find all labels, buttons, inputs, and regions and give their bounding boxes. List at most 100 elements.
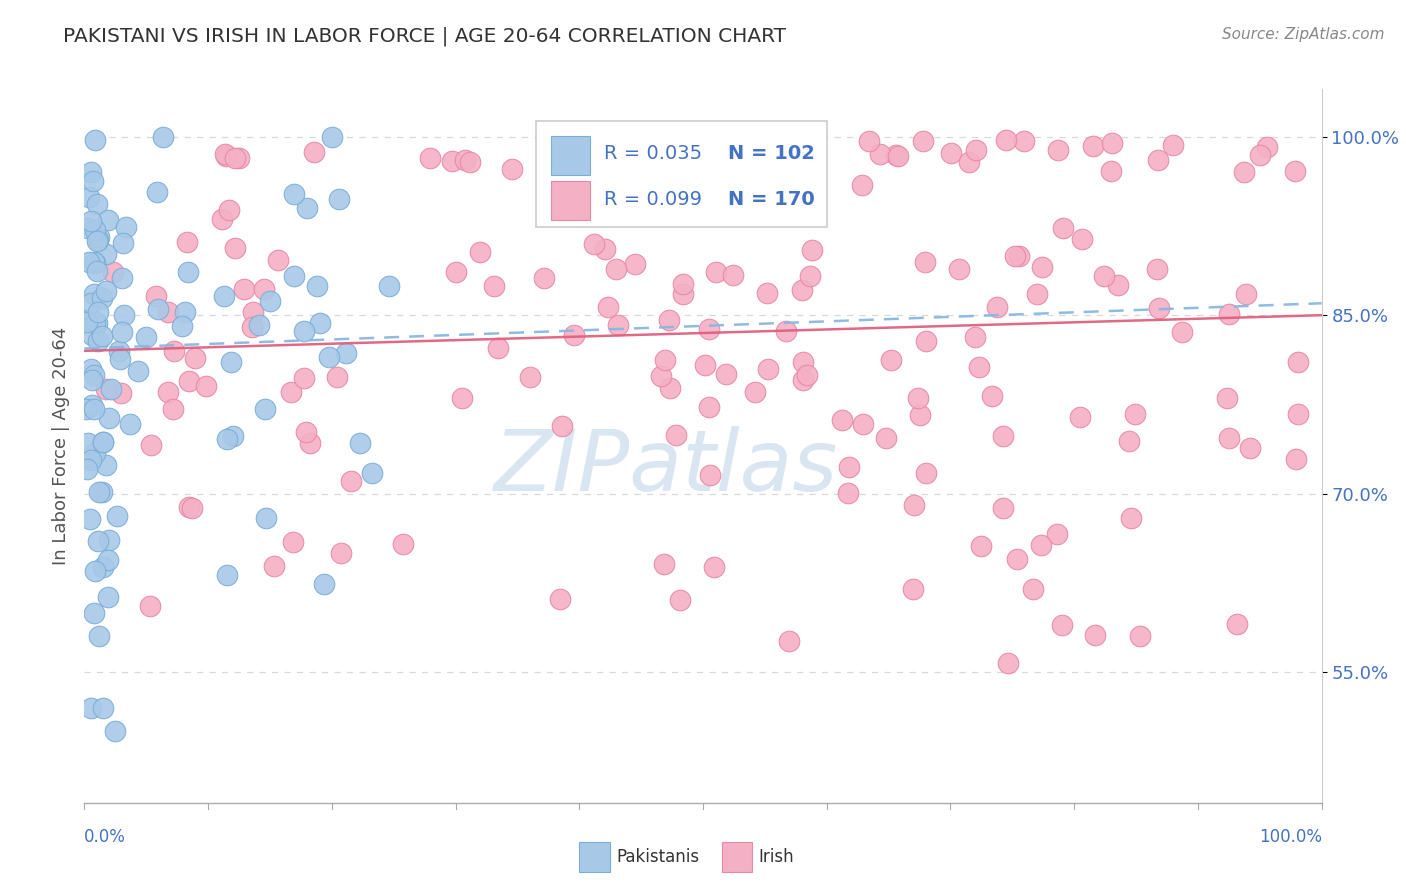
Point bbox=[170, 319, 193, 334]
Point bbox=[980, 389, 1002, 403]
Text: N = 170: N = 170 bbox=[728, 190, 814, 210]
Point bbox=[233, 282, 256, 296]
Point bbox=[593, 242, 616, 256]
Point bbox=[658, 381, 681, 395]
Point bbox=[880, 352, 903, 367]
Point bbox=[228, 151, 250, 165]
Point bbox=[115, 219, 138, 234]
Point bbox=[299, 435, 322, 450]
Point bbox=[87, 533, 110, 548]
Point bbox=[887, 149, 910, 163]
Point bbox=[219, 355, 242, 369]
Point bbox=[963, 330, 986, 344]
Text: 100.0%: 100.0% bbox=[1258, 828, 1322, 846]
Point bbox=[1099, 164, 1122, 178]
Point bbox=[501, 161, 523, 176]
Point bbox=[1119, 510, 1142, 524]
Point bbox=[163, 344, 186, 359]
Point bbox=[295, 201, 318, 215]
Point bbox=[997, 657, 1019, 671]
Point bbox=[87, 233, 110, 247]
Point bbox=[104, 724, 127, 739]
Point bbox=[1216, 392, 1239, 406]
Point bbox=[548, 591, 571, 606]
Point bbox=[458, 155, 481, 169]
Text: R = 0.099: R = 0.099 bbox=[605, 190, 702, 210]
Point bbox=[605, 261, 627, 276]
Point bbox=[994, 133, 1017, 147]
Point bbox=[851, 178, 873, 193]
Point bbox=[915, 334, 938, 348]
Point bbox=[83, 315, 105, 329]
Point bbox=[83, 133, 105, 147]
Point bbox=[218, 203, 240, 218]
Point bbox=[100, 383, 122, 397]
Point bbox=[1226, 617, 1249, 632]
Point bbox=[658, 313, 681, 327]
Point bbox=[82, 373, 104, 387]
Point bbox=[695, 358, 717, 372]
Point bbox=[831, 413, 853, 427]
Point bbox=[991, 429, 1014, 443]
Point bbox=[672, 277, 695, 291]
Point bbox=[446, 265, 468, 279]
Point bbox=[1286, 408, 1309, 422]
Point bbox=[664, 130, 686, 145]
Point bbox=[214, 146, 236, 161]
Point bbox=[84, 446, 107, 460]
Point bbox=[1092, 268, 1115, 283]
Point bbox=[683, 134, 706, 148]
Point bbox=[553, 151, 575, 165]
Point bbox=[907, 391, 929, 405]
Point bbox=[212, 288, 235, 302]
Point bbox=[519, 369, 541, 384]
Point bbox=[254, 510, 277, 524]
Point bbox=[769, 145, 792, 160]
Point bbox=[118, 417, 141, 432]
Point bbox=[177, 374, 200, 388]
Point bbox=[468, 244, 491, 259]
Point bbox=[419, 151, 441, 165]
Point bbox=[86, 316, 108, 330]
Point bbox=[908, 408, 931, 422]
Point bbox=[869, 147, 891, 161]
Point bbox=[884, 148, 907, 162]
Point bbox=[786, 152, 808, 166]
Point bbox=[157, 305, 180, 319]
Point bbox=[98, 411, 121, 425]
Point bbox=[1146, 153, 1168, 168]
Point bbox=[253, 282, 276, 296]
Point bbox=[318, 351, 340, 365]
Point bbox=[328, 192, 350, 206]
Point bbox=[1070, 232, 1092, 246]
FancyBboxPatch shape bbox=[536, 121, 827, 227]
Point bbox=[83, 606, 105, 620]
Point bbox=[75, 313, 97, 327]
Point bbox=[450, 391, 472, 405]
Point bbox=[967, 359, 990, 374]
Point bbox=[91, 328, 114, 343]
Point bbox=[110, 352, 132, 367]
Point bbox=[80, 296, 103, 310]
Point bbox=[1218, 306, 1240, 320]
Point bbox=[145, 289, 167, 303]
Point bbox=[991, 500, 1014, 515]
Point bbox=[721, 268, 744, 282]
Point bbox=[756, 362, 779, 376]
Point bbox=[75, 401, 97, 416]
Point bbox=[295, 425, 318, 440]
Point bbox=[1081, 139, 1104, 153]
Point bbox=[83, 368, 105, 382]
Point bbox=[253, 402, 276, 417]
Point bbox=[440, 153, 463, 168]
Point bbox=[305, 279, 328, 293]
Point bbox=[699, 467, 721, 482]
Point bbox=[156, 384, 179, 399]
Point bbox=[1022, 582, 1045, 597]
Point bbox=[292, 371, 315, 385]
Point bbox=[77, 255, 100, 269]
Point bbox=[912, 134, 935, 148]
Point bbox=[179, 500, 201, 514]
Point bbox=[1069, 410, 1091, 425]
Point bbox=[97, 553, 120, 567]
